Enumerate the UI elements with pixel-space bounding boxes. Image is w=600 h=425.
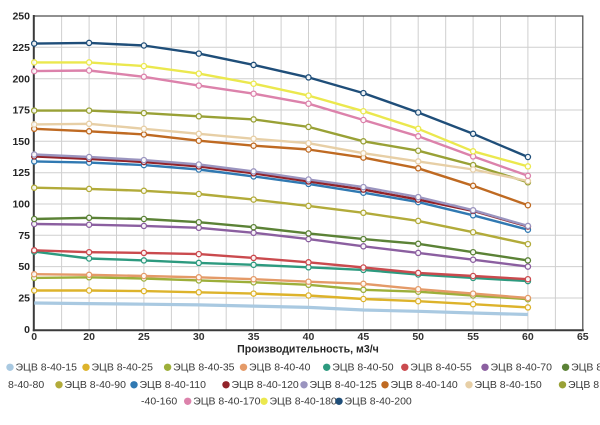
svg-text:8-40-80: 8-40-80 — [8, 379, 44, 391]
svg-text:ЭЦВ 8: ЭЦВ 8 — [571, 362, 600, 374]
svg-text:30: 30 — [193, 331, 205, 343]
svg-text:ЭЦВ 8-40-15: ЭЦВ 8-40-15 — [16, 362, 78, 374]
svg-text:0: 0 — [31, 331, 37, 343]
svg-text:25: 25 — [18, 293, 30, 305]
svg-text:75: 75 — [18, 230, 30, 242]
svg-text:ЭЦВ 8-40-50: ЭЦВ 8-40-50 — [332, 362, 394, 374]
svg-text:50: 50 — [412, 331, 424, 343]
svg-text:20: 20 — [83, 331, 95, 343]
svg-text:125: 125 — [12, 167, 30, 179]
svg-text:ЭЦВ 8-40-40: ЭЦВ 8-40-40 — [249, 362, 311, 374]
svg-text:-40-160: -40-160 — [141, 396, 177, 408]
svg-text:ЭЦВ 8-40-25: ЭЦВ 8-40-25 — [92, 362, 154, 374]
svg-text:250: 250 — [12, 11, 30, 23]
svg-text:ЭЦВ 8-40-90: ЭЦВ 8-40-90 — [65, 379, 127, 391]
svg-text:225: 225 — [12, 42, 30, 54]
svg-text:55: 55 — [467, 331, 479, 343]
svg-text:40: 40 — [303, 331, 315, 343]
svg-text:ЭЦВ 8-40-125: ЭЦВ 8-40-125 — [310, 379, 377, 391]
svg-text:ЭЦВ 8-40-150: ЭЦВ 8-40-150 — [475, 379, 542, 391]
svg-text:65: 65 — [577, 331, 589, 343]
svg-text:150: 150 — [12, 136, 30, 148]
svg-text:ЭЦВ 8-40-70: ЭЦВ 8-40-70 — [491, 362, 553, 374]
svg-text:100: 100 — [12, 199, 30, 211]
svg-text:ЭЦВ 8-40-170: ЭЦВ 8-40-170 — [193, 396, 260, 408]
svg-text:175: 175 — [12, 105, 30, 117]
svg-text:ЭЦВ 8-40-55: ЭЦВ 8-40-55 — [410, 362, 472, 374]
svg-text:50: 50 — [18, 261, 30, 273]
svg-text:ЭЦВ 8-40-120: ЭЦВ 8-40-120 — [232, 379, 299, 391]
svg-text:ЭЦВ 8-40-140: ЭЦВ 8-40-140 — [391, 379, 458, 391]
svg-text:25: 25 — [138, 331, 150, 343]
svg-text:35: 35 — [248, 331, 260, 343]
svg-text:45: 45 — [358, 331, 370, 343]
svg-text:ЭЦВ 8-40-35: ЭЦВ 8-40-35 — [173, 362, 235, 374]
svg-text:60: 60 — [522, 331, 534, 343]
svg-text:Производительность, м3/ч: Производительность, м3/ч — [237, 344, 379, 356]
svg-text:0: 0 — [24, 324, 30, 336]
svg-text:ЭЦВ 8-40-180: ЭЦВ 8-40-180 — [270, 396, 337, 408]
svg-text:ЭЦВ 8-40-110: ЭЦВ 8-40-110 — [140, 379, 207, 391]
svg-text:ЭЦВ 8: ЭЦВ 8 — [568, 379, 599, 391]
svg-text:ЭЦВ 8-40-200: ЭЦВ 8-40-200 — [345, 396, 412, 408]
svg-text:200: 200 — [12, 73, 30, 85]
